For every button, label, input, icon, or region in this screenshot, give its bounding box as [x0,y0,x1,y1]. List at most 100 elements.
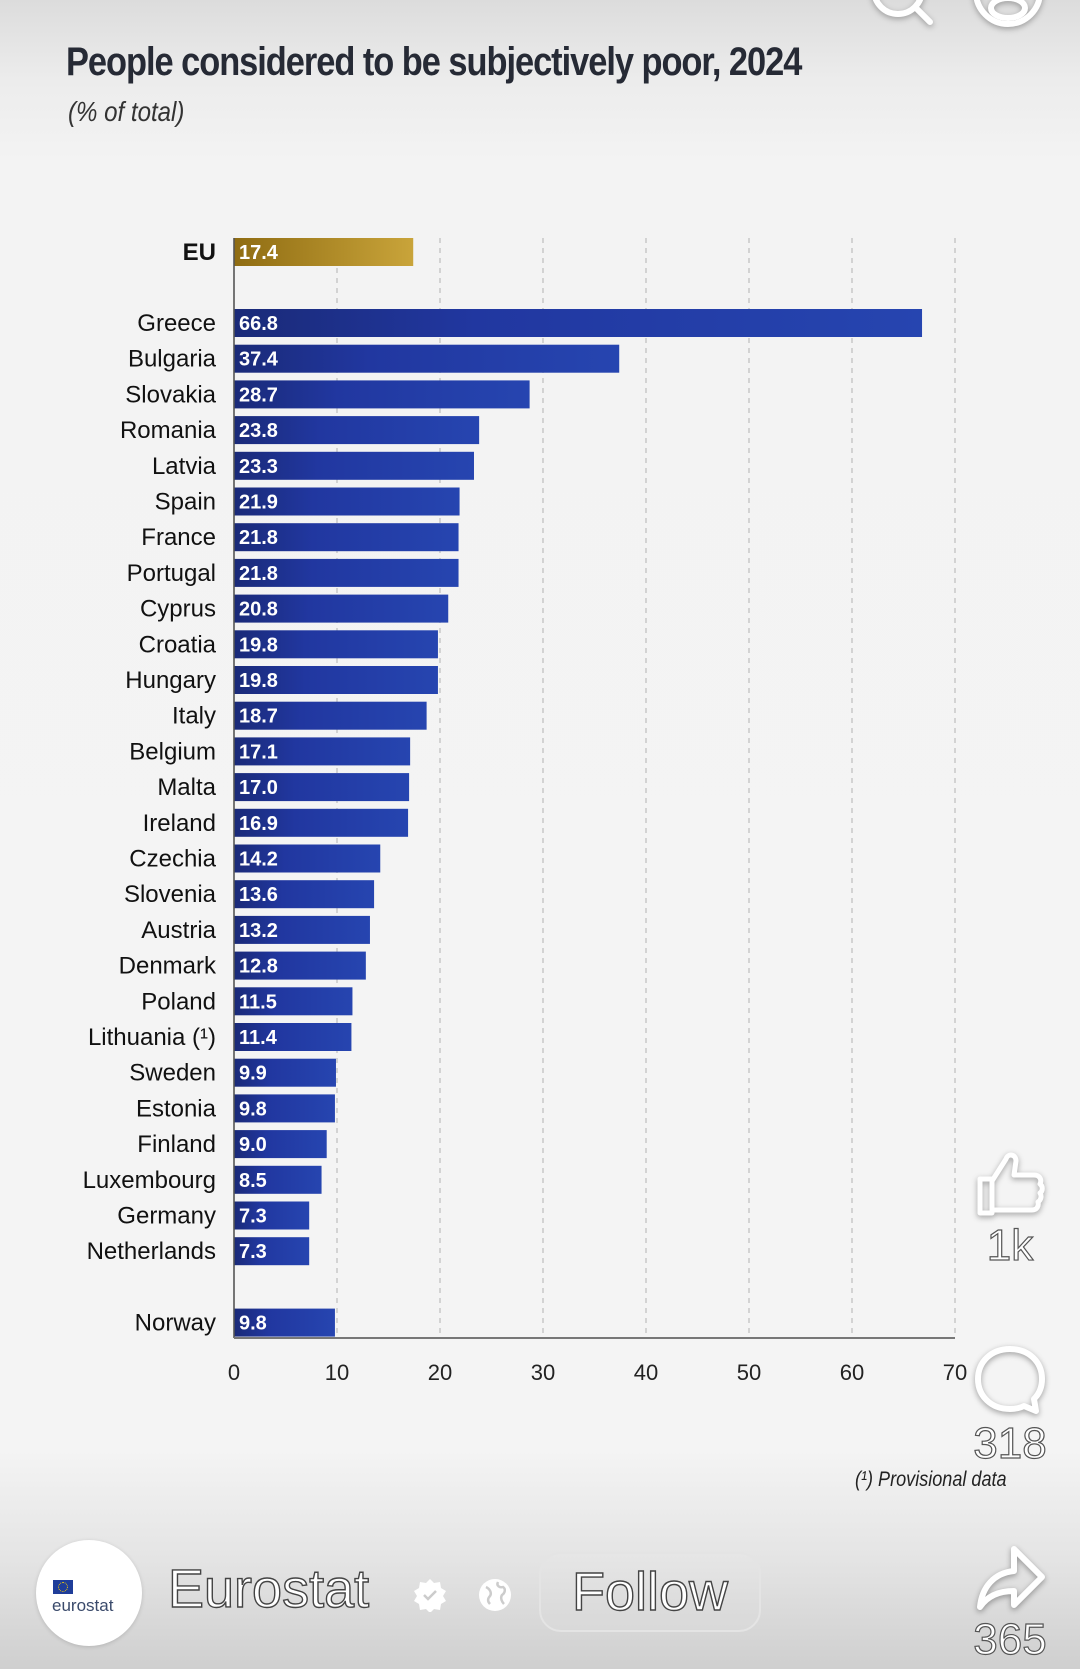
footnote: (¹) Provisional data [855,1468,1007,1491]
globe-icon [479,1579,511,1611]
category-label: Norway [135,1310,216,1337]
category-label: EU [183,239,216,266]
x-tick-label: 30 [531,1360,555,1385]
bar-austria [234,915,370,944]
bar-hungary [234,666,438,694]
category-label: Croatia [139,631,217,658]
category-label: Romania [120,417,217,444]
value-label: 13.6 [239,884,278,906]
x-tick-label: 70 [943,1360,967,1385]
bar-latvia [234,451,474,480]
like-action[interactable]: 1k [965,1145,1055,1271]
bar-bulgaria [234,344,620,373]
value-label: 13.2 [239,920,278,942]
bar-croatia [234,630,438,659]
bar-italy [234,701,427,730]
value-label: 19.8 [239,634,278,656]
category-label: Portugal [127,560,216,587]
value-label: 21.9 [239,492,278,514]
x-tick-label: 20 [428,1360,452,1385]
category-label: Hungary [125,667,216,694]
value-label: 14.2 [239,849,278,871]
chart-subtitle: (% of total) [68,96,185,127]
category-label: Denmark [119,953,217,980]
value-label: 16.9 [239,813,278,835]
value-label: 12.8 [239,956,278,978]
search-icon[interactable] [868,0,938,30]
bar-france [234,523,459,552]
follow-button[interactable]: Follow [539,1552,761,1632]
value-label: 9.8 [239,1313,267,1335]
value-label: 17.1 [239,741,278,763]
category-label: Slovakia [125,381,216,408]
bar-finland [234,1130,327,1159]
category-label: Greece [137,310,216,337]
category-label: Austria [141,917,216,944]
bar-denmark [234,951,366,980]
bar-cyprus [234,594,449,623]
category-label: Germany [117,1203,216,1230]
category-label: Estonia [136,1095,217,1122]
avatar[interactable]: eurostat [36,1540,142,1646]
value-label: 21.8 [239,527,278,549]
shares-count: 365 [973,1614,1048,1664]
value-label: 19.8 [239,670,278,692]
value-label: 9.9 [239,1063,267,1085]
bar-germany [234,1201,310,1230]
value-label: 20.8 [239,599,278,621]
value-label: 11.4 [239,1027,278,1049]
bar-ireland [234,808,409,837]
bar-sweden [234,1058,336,1087]
category-label: Czechia [129,846,216,873]
avatar-text: eurostat [52,1596,114,1615]
value-label: 66.8 [239,313,278,335]
comment-icon[interactable] [970,1343,1050,1419]
comments-count: 318 [973,1418,1048,1468]
category-label: France [141,524,216,551]
value-label: 11.5 [239,991,277,1013]
category-label: Bulgaria [128,346,217,373]
value-label: 21.8 [239,563,278,585]
bar-poland [234,987,353,1016]
value-label: 23.3 [239,456,278,478]
bar-slovakia [234,380,530,409]
value-label: 18.7 [239,706,278,728]
share-icon[interactable] [972,1543,1048,1615]
value-label: 17.0 [239,777,278,799]
thumbs-up-icon[interactable] [972,1145,1048,1221]
eu-flag-icon [53,1580,73,1594]
bar-greece [234,309,923,337]
category-label: Spain [155,489,216,516]
category-label: Latvia [152,453,217,480]
bar-belgium [234,737,411,766]
bar-portugal [234,558,459,587]
profile-bar: eurostat Eurostat Follow [0,1540,1080,1650]
bars: 17.4 EU 66.8 Greece 37.4 Bulgaria 28.7 Slovakia… [83,238,923,1337]
profile-icon[interactable] [970,0,1046,28]
bar-slovenia [234,880,375,909]
value-label: 23.8 [239,420,278,442]
category-label: Lithuania (¹) [88,1024,216,1051]
comment-action[interactable]: 318 [965,1343,1055,1469]
x-tick-label: 50 [737,1360,761,1385]
value-label: 9.0 [239,1134,267,1156]
x-tick-label: 60 [840,1360,864,1385]
x-tick-label: 0 [228,1360,240,1385]
value-label: 8.5 [239,1170,267,1192]
share-action[interactable]: 365 [965,1543,1055,1665]
value-label: 17.4 [239,242,279,264]
value-label: 9.8 [239,1098,267,1120]
bar-lithuania [234,1023,352,1051]
value-label: 37.4 [239,349,279,371]
bar-spain [234,487,460,516]
bar-czechia [234,844,381,873]
channel-name[interactable]: Eurostat [167,1558,370,1619]
bar-romania [234,416,480,445]
verified-badge-icon [414,1579,446,1612]
x-tick-label: 10 [325,1360,349,1385]
category-label: Belgium [129,738,216,765]
x-tick-label: 40 [634,1360,658,1385]
category-label: Netherlands [87,1238,216,1265]
axes: 0 10 20 30 40 50 60 70 [228,238,967,1385]
